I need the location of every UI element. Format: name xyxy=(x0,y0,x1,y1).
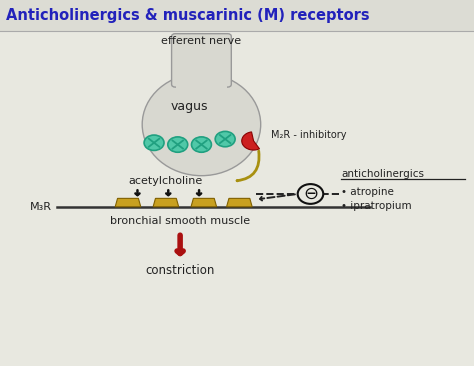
Circle shape xyxy=(168,137,188,152)
FancyBboxPatch shape xyxy=(172,34,231,87)
Text: ⊖: ⊖ xyxy=(303,185,318,203)
Polygon shape xyxy=(115,198,141,207)
Text: bronchial smooth muscle: bronchial smooth muscle xyxy=(110,216,250,227)
Wedge shape xyxy=(242,132,259,150)
Text: M₂R - inhibitory: M₂R - inhibitory xyxy=(271,130,346,141)
Circle shape xyxy=(144,135,164,150)
Polygon shape xyxy=(227,198,252,207)
Text: • ipratropium: • ipratropium xyxy=(341,201,412,211)
Text: • atropine: • atropine xyxy=(341,187,394,197)
Polygon shape xyxy=(191,198,217,207)
Ellipse shape xyxy=(142,73,261,176)
Text: Anticholinergics & muscarinic (M) receptors: Anticholinergics & muscarinic (M) recept… xyxy=(6,8,369,23)
FancyBboxPatch shape xyxy=(176,77,227,106)
Text: M₃R: M₃R xyxy=(30,202,52,212)
Circle shape xyxy=(298,184,323,204)
FancyArrowPatch shape xyxy=(237,151,259,181)
Text: acetylcholine: acetylcholine xyxy=(129,176,203,186)
FancyBboxPatch shape xyxy=(0,0,474,31)
Text: efferent nerve: efferent nerve xyxy=(161,36,242,46)
Text: anticholinergics: anticholinergics xyxy=(341,169,424,179)
Text: vagus: vagus xyxy=(171,100,209,113)
Circle shape xyxy=(215,131,235,147)
Circle shape xyxy=(191,137,211,152)
Text: constriction: constriction xyxy=(146,264,215,277)
Polygon shape xyxy=(153,198,179,207)
